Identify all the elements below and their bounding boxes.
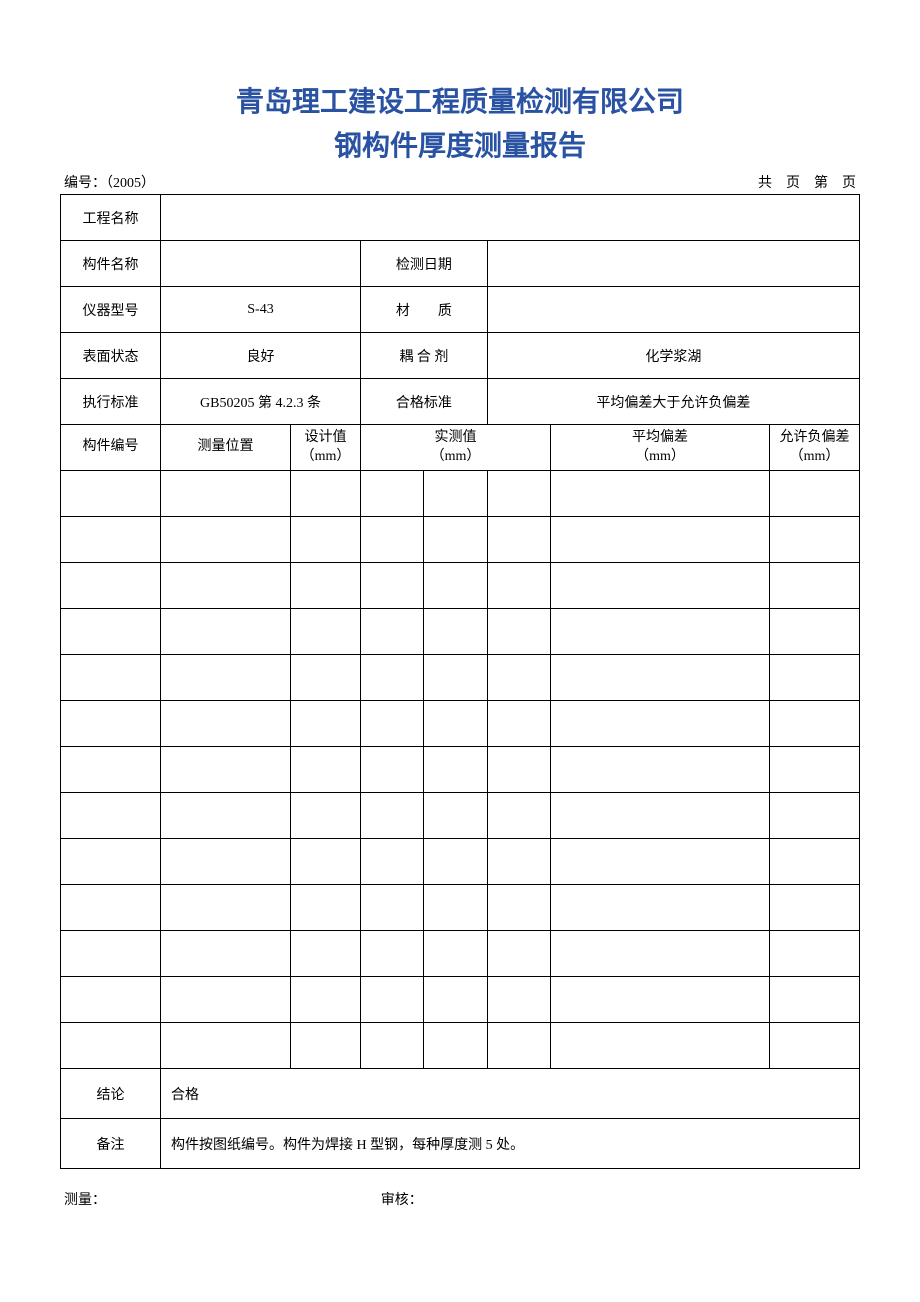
data-row bbox=[61, 839, 860, 885]
value-pass: 平均偏差大于允许负偏差 bbox=[487, 379, 859, 425]
data-row bbox=[61, 701, 860, 747]
row-standard: 执行标准 GB50205 第 4.2.3 条 合格标准 平均偏差大于允许负偏差 bbox=[61, 379, 860, 425]
footer-row: 测量： 审核： bbox=[60, 1189, 860, 1209]
row-conclusion: 结论 合格 bbox=[61, 1069, 860, 1119]
value-instrument: S-43 bbox=[161, 287, 361, 333]
value-coupling: 化学浆湖 bbox=[487, 333, 859, 379]
label-coupling: 耦 合 剂 bbox=[361, 333, 488, 379]
col-measured-value: 实测值（mm） bbox=[361, 425, 551, 471]
data-row bbox=[61, 747, 860, 793]
label-project-name: 工程名称 bbox=[61, 195, 161, 241]
value-conclusion: 合格 bbox=[161, 1069, 860, 1119]
report-table: 工程名称 构件名称 检测日期 仪器型号 S-43 材 质 表面状态 良好 耦 合… bbox=[60, 194, 860, 1169]
label-surface: 表面状态 bbox=[61, 333, 161, 379]
row-component-name: 构件名称 检测日期 bbox=[61, 241, 860, 287]
data-row bbox=[61, 1023, 860, 1069]
value-surface: 良好 bbox=[161, 333, 361, 379]
label-remark: 备注 bbox=[61, 1119, 161, 1169]
label-component-name: 构件名称 bbox=[61, 241, 161, 287]
data-row bbox=[61, 793, 860, 839]
title-main: 青岛理工建设工程质量检测有限公司 bbox=[60, 80, 860, 120]
data-row bbox=[61, 885, 860, 931]
col-allow-deviation: 允许负偏差（mm） bbox=[770, 425, 860, 471]
footer-review: 审核： bbox=[381, 1189, 856, 1209]
data-row bbox=[61, 977, 860, 1023]
value-project-name bbox=[161, 195, 860, 241]
label-conclusion: 结论 bbox=[61, 1069, 161, 1119]
col-design-value: 设计值（mm） bbox=[291, 425, 361, 471]
data-row bbox=[61, 931, 860, 977]
col-avg-deviation: 平均偏差（mm） bbox=[551, 425, 770, 471]
value-remark: 构件按图纸编号。构件为焊接 H 型钢，每种厚度测 5 处。 bbox=[161, 1119, 860, 1169]
value-component-name bbox=[161, 241, 361, 287]
row-surface: 表面状态 良好 耦 合 剂 化学浆湖 bbox=[61, 333, 860, 379]
row-project-name: 工程名称 bbox=[61, 195, 860, 241]
label-material: 材 质 bbox=[361, 287, 488, 333]
footer-measure: 测量： bbox=[64, 1189, 381, 1209]
header-row: 编号：（2005） 共 页 第 页 bbox=[60, 172, 860, 192]
col-component-id: 构件编号 bbox=[61, 425, 161, 471]
data-row bbox=[61, 517, 860, 563]
row-data-header: 构件编号 测量位置 设计值（mm） 实测值（mm） 平均偏差（mm） 允许负偏差… bbox=[61, 425, 860, 471]
data-row bbox=[61, 609, 860, 655]
row-remark: 备注 构件按图纸编号。构件为焊接 H 型钢，每种厚度测 5 处。 bbox=[61, 1119, 860, 1169]
row-instrument: 仪器型号 S-43 材 质 bbox=[61, 287, 860, 333]
doc-number: 编号：（2005） bbox=[64, 172, 155, 192]
page-info: 共 页 第 页 bbox=[758, 172, 856, 192]
label-instrument: 仪器型号 bbox=[61, 287, 161, 333]
data-row bbox=[61, 655, 860, 701]
data-row bbox=[61, 563, 860, 609]
label-standard: 执行标准 bbox=[61, 379, 161, 425]
label-pass: 合格标准 bbox=[361, 379, 488, 425]
value-test-date bbox=[487, 241, 859, 287]
title-sub: 钢构件厚度测量报告 bbox=[60, 124, 860, 164]
value-material bbox=[487, 287, 859, 333]
data-row bbox=[61, 471, 860, 517]
label-test-date: 检测日期 bbox=[361, 241, 488, 287]
col-position: 测量位置 bbox=[161, 425, 291, 471]
value-standard: GB50205 第 4.2.3 条 bbox=[161, 379, 361, 425]
